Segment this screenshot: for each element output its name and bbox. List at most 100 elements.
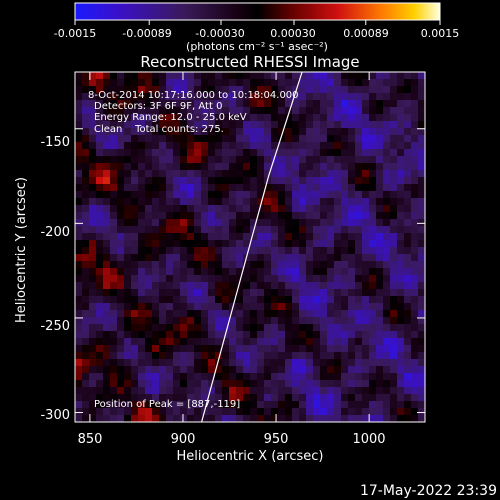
heatmap-pixel bbox=[250, 268, 258, 276]
heatmap-pixel bbox=[89, 331, 97, 339]
heatmap-pixel bbox=[341, 303, 349, 311]
heatmap-pixel bbox=[369, 184, 377, 192]
heatmap-pixel bbox=[355, 387, 363, 395]
heatmap-pixel bbox=[334, 226, 342, 234]
heatmap-pixel bbox=[159, 380, 167, 388]
heatmap-pixel bbox=[103, 394, 111, 402]
heatmap-pixel bbox=[159, 212, 167, 220]
heatmap-pixel bbox=[250, 156, 258, 164]
heatmap-pixel bbox=[397, 275, 405, 283]
heatmap-pixel bbox=[117, 387, 125, 395]
heatmap-pixel bbox=[320, 114, 328, 122]
heatmap-pixel bbox=[327, 233, 335, 241]
heatmap-pixel bbox=[313, 373, 321, 381]
heatmap-pixel bbox=[390, 93, 398, 101]
heatmap-pixel bbox=[75, 149, 83, 157]
heatmap-pixel bbox=[117, 338, 125, 346]
heatmap-pixel bbox=[201, 352, 209, 360]
heatmap-pixel bbox=[362, 156, 370, 164]
heatmap-pixel bbox=[201, 142, 209, 150]
heatmap-pixel bbox=[180, 289, 188, 297]
heatmap-pixel bbox=[271, 205, 279, 213]
heatmap-pixel bbox=[355, 135, 363, 143]
heatmap-pixel bbox=[355, 296, 363, 304]
y-axis-label: Heliocentric Y (arcsec) bbox=[14, 177, 29, 323]
heatmap-pixel bbox=[187, 310, 195, 318]
heatmap-pixel bbox=[103, 233, 111, 241]
heatmap-pixel bbox=[404, 142, 412, 150]
heatmap-pixel bbox=[236, 86, 244, 94]
heatmap-pixel bbox=[264, 135, 272, 143]
heatmap-pixel bbox=[215, 184, 223, 192]
heatmap-pixel bbox=[236, 373, 244, 381]
heatmap-pixel bbox=[215, 310, 223, 318]
heatmap-pixel bbox=[124, 247, 132, 255]
heatmap-pixel bbox=[271, 121, 279, 129]
heatmap-pixel bbox=[215, 359, 223, 367]
heatmap-pixel bbox=[124, 72, 132, 80]
heatmap-pixel bbox=[376, 212, 384, 220]
heatmap-pixel bbox=[271, 79, 279, 87]
heatmap-pixel bbox=[250, 212, 258, 220]
heatmap-pixel bbox=[250, 233, 258, 241]
heatmap-pixel bbox=[320, 401, 328, 409]
heatmap-pixel bbox=[89, 100, 97, 108]
heatmap-pixel bbox=[236, 282, 244, 290]
heatmap-pixel bbox=[75, 268, 83, 276]
heatmap-pixel bbox=[390, 268, 398, 276]
heatmap-pixel bbox=[187, 296, 195, 304]
heatmap-pixel bbox=[376, 296, 384, 304]
heatmap-pixel bbox=[418, 93, 425, 101]
heatmap-pixel bbox=[397, 289, 405, 297]
heatmap-pixel bbox=[145, 366, 153, 374]
heatmap-pixel bbox=[222, 142, 230, 150]
heatmap-pixel bbox=[124, 93, 132, 101]
heatmap-pixel bbox=[327, 226, 335, 234]
heatmap-pixel bbox=[75, 128, 83, 136]
heatmap-pixel bbox=[250, 352, 258, 360]
heatmap-pixel bbox=[124, 366, 132, 374]
heatmap-pixel bbox=[327, 79, 335, 87]
heatmap-pixel bbox=[117, 380, 125, 388]
heatmap-pixel bbox=[271, 149, 279, 157]
heatmap-pixel bbox=[320, 191, 328, 199]
heatmap-pixel bbox=[313, 135, 321, 143]
heatmap-pixel bbox=[376, 79, 384, 87]
heatmap-pixel bbox=[96, 128, 104, 136]
heatmap-pixel bbox=[341, 387, 349, 395]
heatmap-pixel bbox=[166, 338, 174, 346]
heatmap-pixel bbox=[138, 135, 146, 143]
heatmap-pixel bbox=[75, 156, 83, 164]
heatmap-pixel bbox=[201, 373, 209, 381]
heatmap-pixel bbox=[173, 296, 181, 304]
heatmap-pixel bbox=[75, 401, 83, 409]
heatmap-pixel bbox=[390, 310, 398, 318]
heatmap-pixel bbox=[285, 100, 293, 108]
heatmap-pixel bbox=[264, 72, 272, 80]
heatmap-pixel bbox=[89, 324, 97, 332]
heatmap-pixel bbox=[355, 352, 363, 360]
heatmap-pixel bbox=[173, 100, 181, 108]
heatmap-pixel bbox=[397, 394, 405, 402]
heatmap-pixel bbox=[278, 338, 286, 346]
heatmap-pixel bbox=[348, 401, 356, 409]
heatmap-pixel bbox=[138, 107, 146, 115]
heatmap-pixel bbox=[250, 275, 258, 283]
heatmap-pixel bbox=[215, 268, 223, 276]
heatmap-pixel bbox=[96, 366, 104, 374]
heatmap-pixel bbox=[383, 205, 391, 213]
heatmap-pixel bbox=[215, 100, 223, 108]
heatmap-pixel bbox=[404, 359, 412, 367]
heatmap-pixel bbox=[418, 387, 425, 395]
heatmap-pixel bbox=[145, 128, 153, 136]
heatmap-pixel bbox=[201, 198, 209, 206]
heatmap-pixel bbox=[222, 72, 230, 80]
heatmap-pixel bbox=[173, 275, 181, 283]
heatmap-pixel bbox=[243, 275, 251, 283]
heatmap-pixel bbox=[243, 268, 251, 276]
heatmap-pixel bbox=[124, 135, 132, 143]
heatmap-pixel bbox=[390, 352, 398, 360]
heatmap-pixel bbox=[187, 226, 195, 234]
heatmap-pixel bbox=[236, 198, 244, 206]
